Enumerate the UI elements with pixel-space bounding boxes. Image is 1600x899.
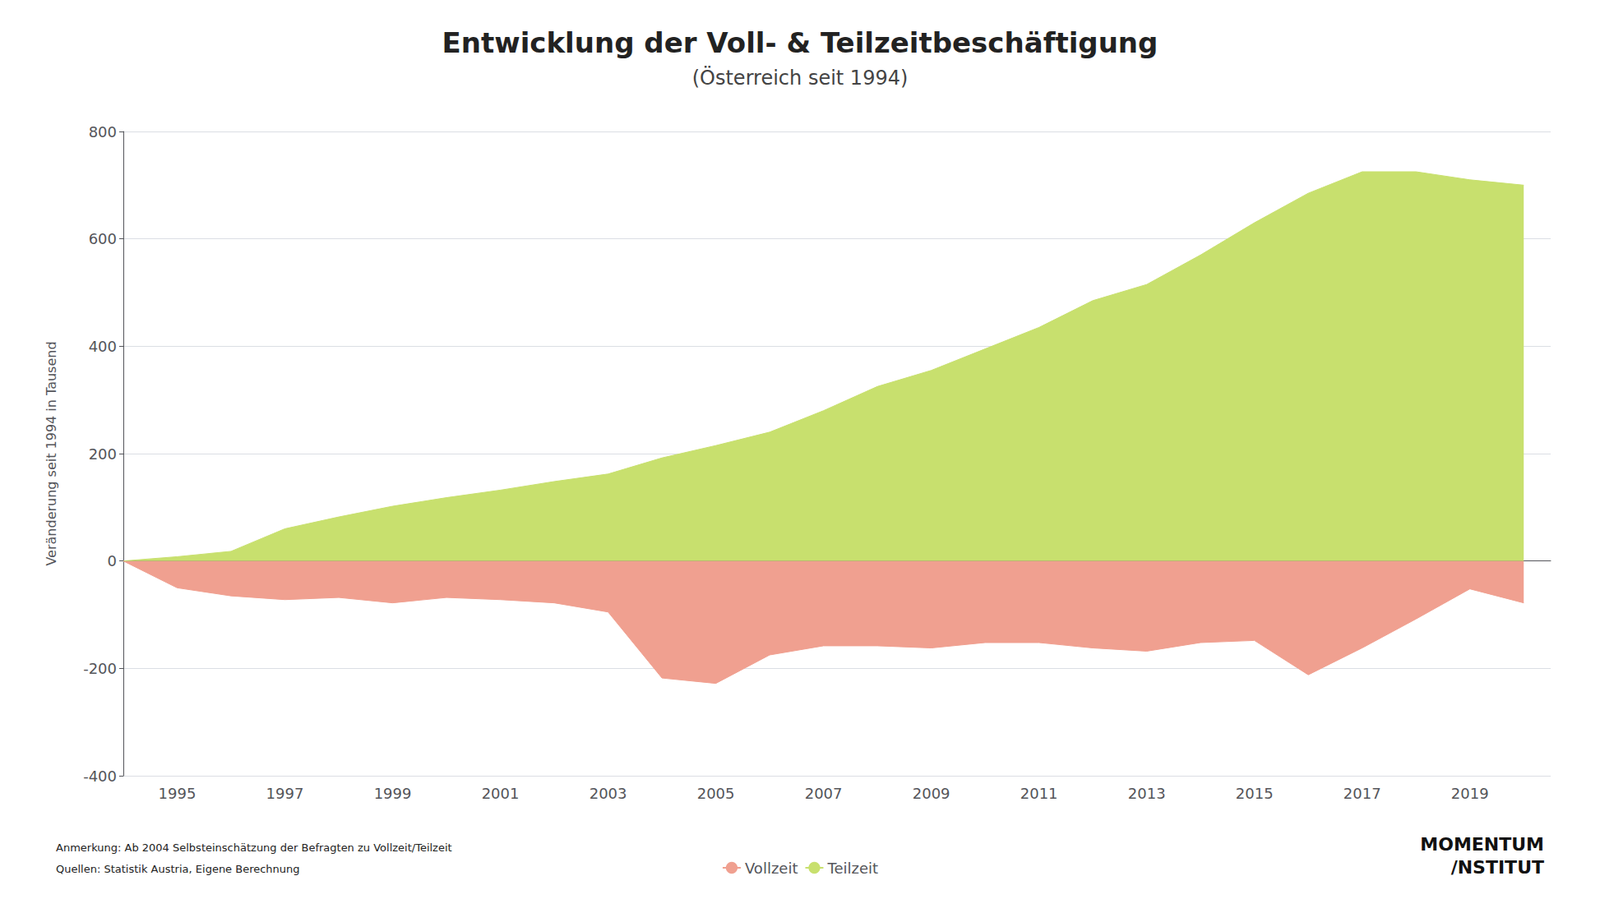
svg-text:2007: 2007 (804, 785, 843, 803)
svg-text:2019: 2019 (1451, 785, 1490, 803)
svg-text:600: 600 (88, 230, 117, 248)
svg-text:Quellen: Statistik Austria, Ei: Quellen: Statistik Austria, Eigene Berec… (55, 863, 301, 876)
svg-text:Entwicklung der Voll- & Teilze: Entwicklung der Voll- & Teilzeitbeschäft… (442, 26, 1159, 60)
svg-text:/NSTITUT: /NSTITUT (1451, 857, 1545, 879)
svg-text:2017: 2017 (1343, 785, 1382, 803)
svg-text:MOMENTUM: MOMENTUM (1419, 834, 1545, 856)
svg-text:2013: 2013 (1128, 785, 1166, 803)
svg-text:Veränderung seit 1994 in Tause: Veränderung seit 1994 in Tausend (43, 341, 60, 566)
svg-text:2005: 2005 (697, 785, 736, 803)
svg-text:2009: 2009 (912, 785, 951, 803)
svg-text:2003: 2003 (589, 785, 628, 803)
svg-text:Vollzeit: Vollzeit (744, 860, 799, 878)
svg-text:Anmerkung: Ab 2004 Selbsteinsc: Anmerkung: Ab 2004 Selbsteinschätzung de… (55, 841, 453, 855)
svg-text:2011: 2011 (1020, 785, 1059, 803)
svg-text:0: 0 (107, 552, 117, 570)
svg-text:2001: 2001 (481, 785, 520, 803)
svg-text:1999: 1999 (374, 785, 412, 803)
svg-text:800: 800 (88, 123, 117, 141)
svg-text:200: 200 (88, 445, 117, 463)
svg-text:Teilzeit: Teilzeit (826, 860, 879, 878)
svg-text:400: 400 (88, 337, 117, 356)
svg-text:-200: -200 (83, 660, 117, 678)
svg-text:2015: 2015 (1235, 785, 1274, 803)
svg-text:(Österreich seit 1994): (Österreich seit 1994) (692, 65, 909, 90)
svg-text:1997: 1997 (266, 785, 305, 803)
svg-text:1995: 1995 (158, 785, 197, 803)
svg-text:-400: -400 (83, 767, 117, 786)
